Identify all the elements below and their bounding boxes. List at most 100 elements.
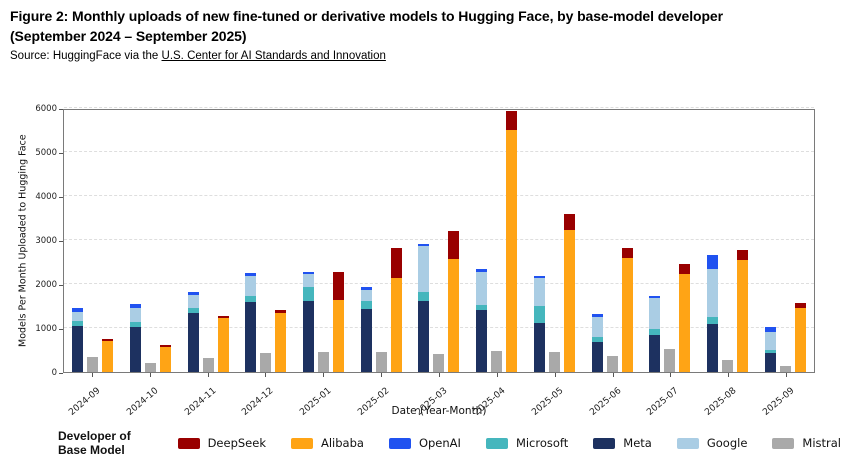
bar-2024-10-mistral [145, 363, 157, 372]
segment-deepseek-2025-05 [563, 214, 575, 231]
legend-swatch-mistral [772, 437, 795, 449]
bar-2024-11-alibaba-deepseek [217, 315, 229, 372]
bar-2025-01-alibaba-deepseek [333, 272, 345, 372]
segment-openai-2025-01 [303, 271, 315, 274]
x-tick-mark [149, 373, 151, 377]
segment-alibaba-2025-06 [621, 257, 633, 372]
bar-2025-04-alibaba-deepseek [506, 110, 518, 372]
segment-microsoft-2025-07 [649, 328, 661, 335]
segment-google-2025-04 [476, 272, 488, 305]
segment-alibaba-2024-12 [275, 312, 287, 372]
segment-alibaba-2024-11 [217, 318, 229, 372]
bar-2025-06-meta-microsoft-google-openai [591, 314, 603, 372]
y-tick-mark [59, 329, 63, 330]
segment-alibaba-2025-07 [679, 274, 691, 372]
gridline-3000 [64, 239, 814, 240]
segment-meta-2025-08 [706, 323, 718, 372]
bar-group-2025-04 [468, 110, 526, 372]
segment-openai-2025-08 [706, 254, 718, 270]
source-link[interactable]: U.S. Center for AI Standards and Innovat… [161, 49, 386, 62]
bar-group-2025-02 [352, 110, 410, 372]
legend-label-deepseek: DeepSeek [207, 436, 266, 450]
bar-group-2025-05 [526, 110, 584, 372]
legend-swatch-alibaba [291, 437, 313, 449]
y-tick-mark [59, 153, 63, 154]
segment-microsoft-2024-10 [130, 322, 142, 327]
legend-item-openai: OpenAI [388, 436, 461, 450]
bar-2024-12-alibaba-deepseek [275, 310, 287, 372]
segment-google-2025-03 [418, 246, 430, 293]
legend-label-mistral: Mistral [802, 436, 841, 450]
bar-group-2024-09 [64, 110, 122, 372]
segment-microsoft-2025-08 [706, 317, 718, 324]
segment-mistral-2025-05 [548, 351, 560, 372]
bar-2025-04-mistral [491, 351, 503, 372]
y-tick-label-1000: 1000 [35, 323, 57, 334]
bar-2024-09-alibaba-deepseek [102, 339, 114, 372]
segment-google-2025-06 [591, 317, 603, 338]
x-axis-label: Date (Year-Month) [391, 405, 487, 417]
segment-mistral-2025-02 [375, 352, 387, 372]
segment-google-2025-01 [303, 273, 315, 287]
segment-mistral-2025-08 [721, 360, 733, 372]
segment-alibaba-2025-01 [333, 299, 345, 372]
gridline-6000 [64, 107, 814, 108]
legend-item-microsoft: Microsoft [485, 436, 569, 450]
x-tick-mark [207, 373, 209, 377]
bar-2025-09-alibaba-deepseek [794, 302, 806, 372]
segment-mistral-2025-03 [433, 353, 445, 372]
segment-mistral-2024-11 [202, 357, 214, 372]
segment-google-2024-10 [130, 307, 142, 323]
segment-deepseek-2025-02 [390, 247, 402, 278]
bar-2025-07-meta-microsoft-google-openai [649, 296, 661, 372]
segment-openai-2024-10 [130, 304, 142, 308]
segment-meta-2025-05 [533, 322, 545, 372]
segment-microsoft-2025-01 [303, 286, 315, 302]
figure-title-line1: Figure 2: Monthly uploads of new fine-tu… [10, 8, 723, 24]
legend: Developer of Base Model DeepSeek Alibaba O… [58, 429, 866, 457]
gridline-1000 [64, 327, 814, 328]
segment-meta-2025-09 [764, 352, 776, 372]
y-tick-label-0: 0 [51, 367, 57, 378]
bar-2025-05-meta-microsoft-google-openai [533, 275, 545, 372]
legend-label-meta: Meta [623, 436, 652, 450]
bar-2025-08-meta-microsoft-google-openai [706, 254, 718, 372]
legend-title: Developer of Base Model [58, 429, 131, 457]
segment-google-2025-02 [360, 289, 372, 302]
segment-alibaba-2025-09 [794, 308, 806, 372]
legend-item-meta: Meta [593, 436, 652, 450]
legend-swatch-google [676, 437, 699, 449]
gridline-5000 [64, 151, 814, 152]
bar-2025-01-mistral [318, 352, 330, 372]
bar-2024-12-meta-microsoft-google-openai [245, 273, 257, 372]
bar-2025-02-meta-microsoft-google-openai [360, 287, 372, 372]
bar-group-2025-07 [641, 110, 699, 372]
bar-2025-08-alibaba-deepseek [736, 249, 748, 372]
bar-2025-05-mistral [548, 351, 560, 372]
x-tick-mark [323, 373, 325, 377]
bar-2024-09-mistral [87, 357, 99, 372]
segment-deepseek-2025-07 [679, 263, 691, 275]
x-tick-mark [612, 373, 614, 377]
segment-google-2025-05 [533, 277, 545, 306]
segment-openai-2024-09 [72, 307, 84, 312]
segment-alibaba-2025-03 [448, 259, 460, 372]
bar-2024-12-mistral [260, 352, 272, 372]
bar-2025-09-meta-microsoft-google-openai [764, 327, 776, 372]
legend-label-microsoft: Microsoft [515, 436, 569, 450]
x-tick-mark [496, 373, 498, 377]
segment-deepseek-2025-06 [621, 247, 633, 258]
gridline-4000 [64, 195, 814, 196]
y-tick-label-5000: 5000 [35, 147, 57, 158]
bar-group-2024-10 [122, 110, 180, 372]
y-tick-mark [59, 373, 63, 374]
bar-2025-09-mistral [779, 366, 791, 372]
segment-openai-2025-09 [764, 327, 776, 332]
bar-group-2024-11 [179, 110, 237, 372]
bar-groups [64, 110, 814, 372]
bar-2025-05-alibaba-deepseek [563, 214, 575, 372]
x-tick-mark [91, 373, 93, 377]
segment-mistral-2024-09 [87, 357, 99, 372]
segment-meta-2024-09 [72, 325, 84, 372]
figure-title-line2: (September 2024 – September 2025) [10, 28, 247, 45]
